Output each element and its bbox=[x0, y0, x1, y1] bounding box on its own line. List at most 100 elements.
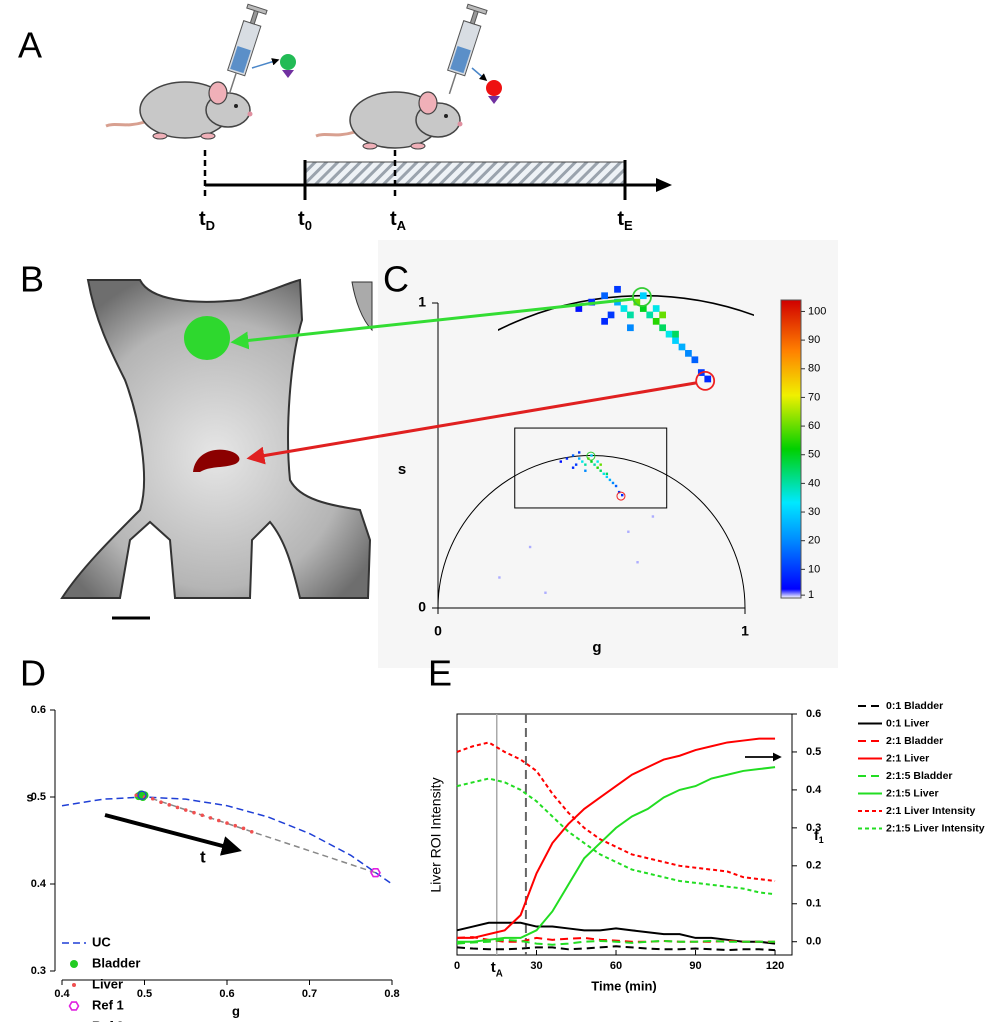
phasor-point bbox=[578, 457, 581, 460]
x-tick-label: 0.7 bbox=[302, 988, 317, 1000]
phasor-point-zoom bbox=[601, 292, 608, 300]
subscript-label: tD bbox=[199, 208, 215, 233]
phasor-point bbox=[596, 460, 599, 463]
subscript-label: tA bbox=[491, 959, 503, 979]
liver-point bbox=[249, 830, 254, 834]
series-line bbox=[456, 741, 776, 882]
y-tick-label: 0.3 bbox=[806, 822, 821, 834]
subscript-label: tE bbox=[617, 208, 633, 233]
reference-marker bbox=[586, 451, 596, 461]
syringe bbox=[447, 3, 488, 95]
y-axis-label: s bbox=[398, 461, 406, 478]
phasor-point bbox=[593, 463, 596, 466]
label-subscript: 0 bbox=[305, 218, 312, 233]
liver-point bbox=[241, 826, 246, 831]
panel-label: D bbox=[20, 653, 46, 694]
legend-label: 2:1:5 Liver bbox=[886, 787, 939, 799]
phasor-point bbox=[578, 451, 581, 454]
x-tick-label: 0.4 bbox=[54, 988, 70, 1000]
plot-background bbox=[378, 240, 838, 668]
legend-label: 0:1 Liver bbox=[886, 717, 929, 729]
phasor-point bbox=[599, 463, 602, 466]
arrow bbox=[230, 297, 634, 350]
liver-point bbox=[150, 796, 155, 801]
reference-marker bbox=[616, 491, 626, 501]
colorbar-tick-label: 60 bbox=[808, 420, 820, 432]
liver-point bbox=[233, 823, 238, 828]
reference-point bbox=[137, 790, 147, 800]
phasor-point bbox=[627, 530, 630, 533]
phasor-point-zoom bbox=[627, 324, 634, 332]
series-line bbox=[456, 945, 776, 952]
phasor-point-zoom bbox=[672, 330, 679, 338]
legend-marker bbox=[68, 1001, 80, 1011]
legend-label: 2:1 Liver Intensity bbox=[886, 805, 975, 817]
arrow bbox=[246, 381, 697, 465]
phasor-point-zoom bbox=[652, 305, 660, 312]
mouse-illustration bbox=[315, 91, 463, 150]
legend-label: UC bbox=[92, 934, 111, 949]
label-base: t bbox=[617, 208, 624, 230]
phasor-point bbox=[590, 454, 593, 457]
y-tick-label: 0.5 bbox=[806, 746, 821, 758]
x-axis-label: g bbox=[232, 1003, 240, 1018]
x-tick-label: 0 bbox=[454, 960, 460, 972]
y-tick-label: 0.1 bbox=[806, 898, 821, 910]
y-tick-label: 0.4 bbox=[806, 784, 822, 796]
colorbar-tick-label: 90 bbox=[808, 334, 820, 346]
x-tick-label: 60 bbox=[610, 960, 622, 972]
plot-frame bbox=[456, 713, 793, 956]
label-base: t bbox=[199, 208, 206, 230]
phasor-point bbox=[581, 460, 584, 463]
phasor-point-zoom bbox=[678, 343, 686, 351]
legend-label: 0:1 Bladder bbox=[886, 700, 943, 712]
syringe bbox=[227, 3, 268, 95]
zoom-box bbox=[514, 427, 668, 509]
phasor-point-zoom bbox=[659, 324, 666, 332]
colorbar-tick-label: 80 bbox=[808, 363, 820, 375]
y-axis-label: s bbox=[26, 789, 33, 804]
phasor-point bbox=[571, 454, 575, 457]
phasor-point bbox=[590, 460, 593, 463]
colorbar-tick-label: 70 bbox=[808, 391, 820, 403]
phasor-point-zoom bbox=[620, 305, 628, 312]
label-subscript: E bbox=[624, 218, 633, 233]
y-tick-label: 0.2 bbox=[806, 860, 821, 872]
phasor-point-zoom bbox=[633, 298, 641, 306]
x-tick-label: 30 bbox=[530, 960, 542, 972]
label-subscript: 1 bbox=[819, 835, 824, 845]
mouse-image bbox=[60, 278, 373, 620]
liver-point bbox=[159, 800, 163, 805]
panel-label: E bbox=[428, 653, 452, 694]
x-axis-label: Time (min) bbox=[591, 978, 657, 993]
phasor-point-zoom bbox=[601, 317, 608, 325]
legend-label: 2:1:5 Liver Intensity bbox=[886, 822, 985, 834]
y-axis-label: Liver ROI Intensity bbox=[428, 777, 444, 892]
mixing-line bbox=[141, 794, 376, 874]
phasor-point bbox=[605, 472, 609, 475]
y-tick-label: 0.6 bbox=[31, 704, 46, 716]
phasor-point bbox=[636, 561, 639, 564]
x-tick-label: 90 bbox=[689, 960, 701, 972]
phasor-point bbox=[574, 463, 578, 466]
liver-point bbox=[225, 821, 229, 825]
x-tick-label: 0.6 bbox=[219, 988, 234, 1000]
series-line bbox=[456, 938, 776, 946]
phasor-point bbox=[621, 493, 624, 497]
phasor-point-zoom bbox=[607, 311, 615, 319]
phasor-point bbox=[605, 475, 609, 479]
liver-point bbox=[208, 816, 213, 820]
panel-label: C bbox=[383, 259, 409, 300]
legend-swatch bbox=[70, 960, 78, 968]
label-subscript: D bbox=[206, 218, 215, 233]
mouse-illustration bbox=[105, 81, 253, 140]
y-tick-label: 0.6 bbox=[806, 708, 821, 720]
liver-point bbox=[192, 810, 196, 815]
legend-swatch bbox=[68, 1001, 80, 1011]
phasor-point bbox=[584, 469, 587, 472]
phasor-point-zoom bbox=[614, 285, 621, 293]
legend-label: Ref 2 bbox=[92, 1018, 124, 1022]
phasor-point bbox=[571, 466, 575, 469]
legend-swatch bbox=[72, 983, 76, 987]
